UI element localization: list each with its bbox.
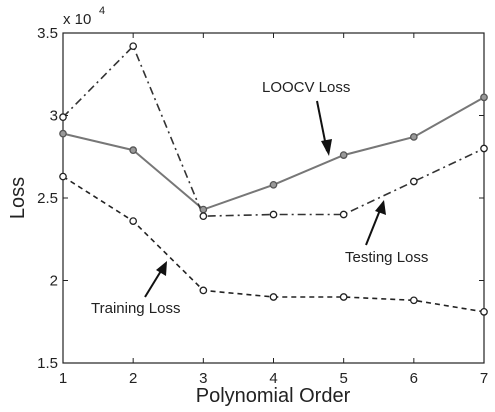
y-tick-label: 3.5: [37, 25, 58, 42]
x-tick-label: 1: [59, 370, 67, 387]
data-point-training-loss: [339, 293, 348, 301]
data-point-training-loss: [129, 217, 138, 225]
series-markers: [59, 42, 488, 316]
data-point-loocv-loss: [59, 129, 67, 138]
data-point-loocv-loss: [269, 180, 278, 189]
x-tick-label: 4: [269, 370, 277, 387]
data-point-training-loss: [480, 307, 488, 316]
data-point-training-loss: [199, 286, 208, 295]
data-point-testing-loss: [199, 212, 208, 220]
data-point-loocv-loss: [409, 133, 418, 141]
y-axis-title: Loss: [7, 177, 29, 219]
data-point-training-loss: [59, 172, 67, 181]
annotation-testing-loss: Testing Loss: [345, 249, 428, 266]
data-point-testing-loss: [269, 210, 278, 219]
y-tick-label: 2.5: [37, 190, 58, 207]
x-axis-title: Polynomial Order: [196, 385, 351, 407]
x-tick-label: 2: [129, 370, 137, 387]
annotation-arrowhead-loocv: [321, 139, 332, 156]
data-point-loocv-loss: [199, 205, 208, 214]
axis-multiplier-exponent: 4: [99, 5, 105, 17]
x-tick-label: 5: [339, 370, 347, 387]
plot-area: [62, 32, 485, 364]
x-tick-label: 3: [199, 370, 207, 387]
x-tick-label: 6: [410, 370, 418, 387]
data-point-training-loss: [409, 296, 418, 305]
data-point-loocv-loss: [339, 151, 348, 159]
data-point-loocv-loss: [480, 93, 488, 102]
ticks: 1 2 3 4 5 6 7 1.5 2 2.5 3 3.5: [37, 25, 488, 387]
data-point-testing-loss: [409, 177, 418, 186]
data-point-loocv-loss: [129, 146, 138, 154]
x-tick-label: 7: [480, 370, 488, 387]
annotation-arrowhead-training: [156, 261, 167, 276]
data-point-testing-loss: [129, 42, 138, 51]
data-point-testing-loss: [59, 113, 67, 122]
y-tick-label: 2: [50, 273, 58, 290]
data-point-training-loss: [269, 293, 278, 301]
axis-multiplier-base: x 10: [63, 11, 91, 28]
y-tick-label: 1.5: [37, 355, 58, 372]
data-point-testing-loss: [339, 210, 348, 219]
data-point-testing-loss: [480, 144, 488, 153]
y-tick-label: 3: [50, 108, 58, 125]
annotation-training-loss: Training Loss: [91, 300, 181, 317]
annotation-arrowhead-testing: [375, 200, 386, 215]
annotation-loocv-loss: LOOCV Loss: [262, 79, 350, 96]
